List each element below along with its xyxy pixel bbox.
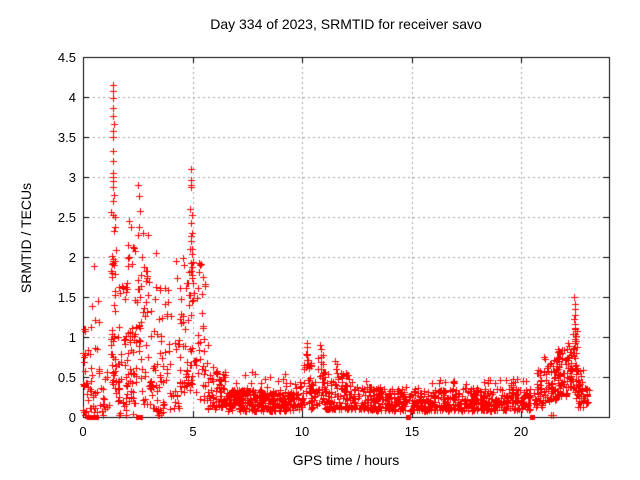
y-tick-label: 3.5 (57, 130, 76, 145)
y-tick-label: 0 (68, 410, 76, 425)
y-tick-label: 1 (68, 330, 76, 345)
x-tick-label: 5 (189, 424, 197, 439)
y-axis-label: SRMTID / TECUs (18, 182, 34, 294)
x-tick-label: 10 (294, 424, 310, 439)
y-tick-label: 2.5 (57, 210, 76, 225)
x-axis-label: GPS time / hours (292, 452, 400, 468)
chart-title: Day 334 of 2023, SRMTID for receiver sav… (210, 16, 482, 32)
x-tick-label: 20 (513, 424, 529, 439)
y-tick-label: 2 (68, 250, 76, 265)
y-tick-label: 3 (68, 170, 76, 185)
x-tick-label: 0 (79, 424, 87, 439)
y-tick-label: 1.5 (57, 290, 76, 305)
y-tick-label: 0.5 (57, 370, 76, 385)
x-tick-label: 15 (404, 424, 420, 439)
y-tick-label: 4.5 (57, 50, 76, 65)
y-tick-label: 4 (68, 90, 76, 105)
